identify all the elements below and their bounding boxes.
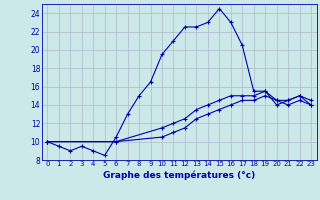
X-axis label: Graphe des températures (°c): Graphe des températures (°c) <box>103 170 255 180</box>
